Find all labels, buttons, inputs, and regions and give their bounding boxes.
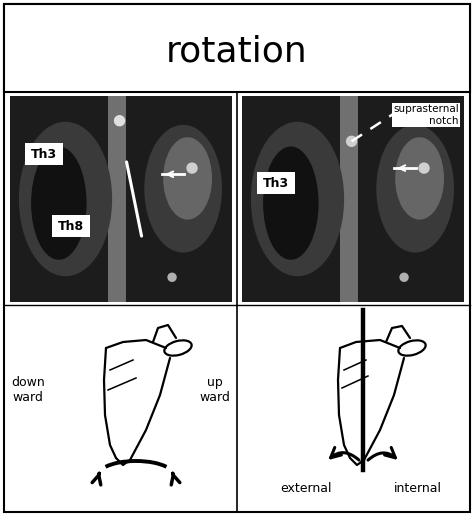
Bar bbox=[339, 96, 357, 302]
Ellipse shape bbox=[163, 137, 212, 220]
Text: internal: internal bbox=[394, 481, 442, 494]
Text: Th3: Th3 bbox=[31, 148, 57, 161]
Ellipse shape bbox=[263, 147, 319, 260]
Text: Th8: Th8 bbox=[58, 220, 84, 233]
Bar bbox=[10, 96, 232, 302]
Circle shape bbox=[400, 273, 408, 281]
Ellipse shape bbox=[31, 147, 87, 260]
Text: external: external bbox=[280, 481, 332, 494]
Circle shape bbox=[346, 136, 356, 147]
Text: up
ward: up ward bbox=[200, 376, 230, 404]
Circle shape bbox=[115, 116, 125, 126]
Circle shape bbox=[419, 163, 429, 173]
FancyBboxPatch shape bbox=[25, 143, 63, 165]
FancyBboxPatch shape bbox=[257, 171, 295, 194]
Ellipse shape bbox=[19, 122, 112, 276]
Circle shape bbox=[187, 163, 197, 173]
Ellipse shape bbox=[144, 125, 222, 252]
Ellipse shape bbox=[376, 125, 454, 252]
Text: Th3: Th3 bbox=[263, 177, 289, 190]
Text: rotation: rotation bbox=[166, 35, 308, 69]
Bar bbox=[242, 96, 464, 302]
Ellipse shape bbox=[251, 122, 344, 276]
Text: down
ward: down ward bbox=[11, 376, 45, 404]
Ellipse shape bbox=[395, 137, 444, 220]
Text: suprasternal
notch: suprasternal notch bbox=[393, 104, 459, 125]
FancyBboxPatch shape bbox=[52, 215, 90, 237]
Bar bbox=[4, 4, 470, 92]
Bar bbox=[108, 96, 126, 302]
Circle shape bbox=[168, 273, 176, 281]
